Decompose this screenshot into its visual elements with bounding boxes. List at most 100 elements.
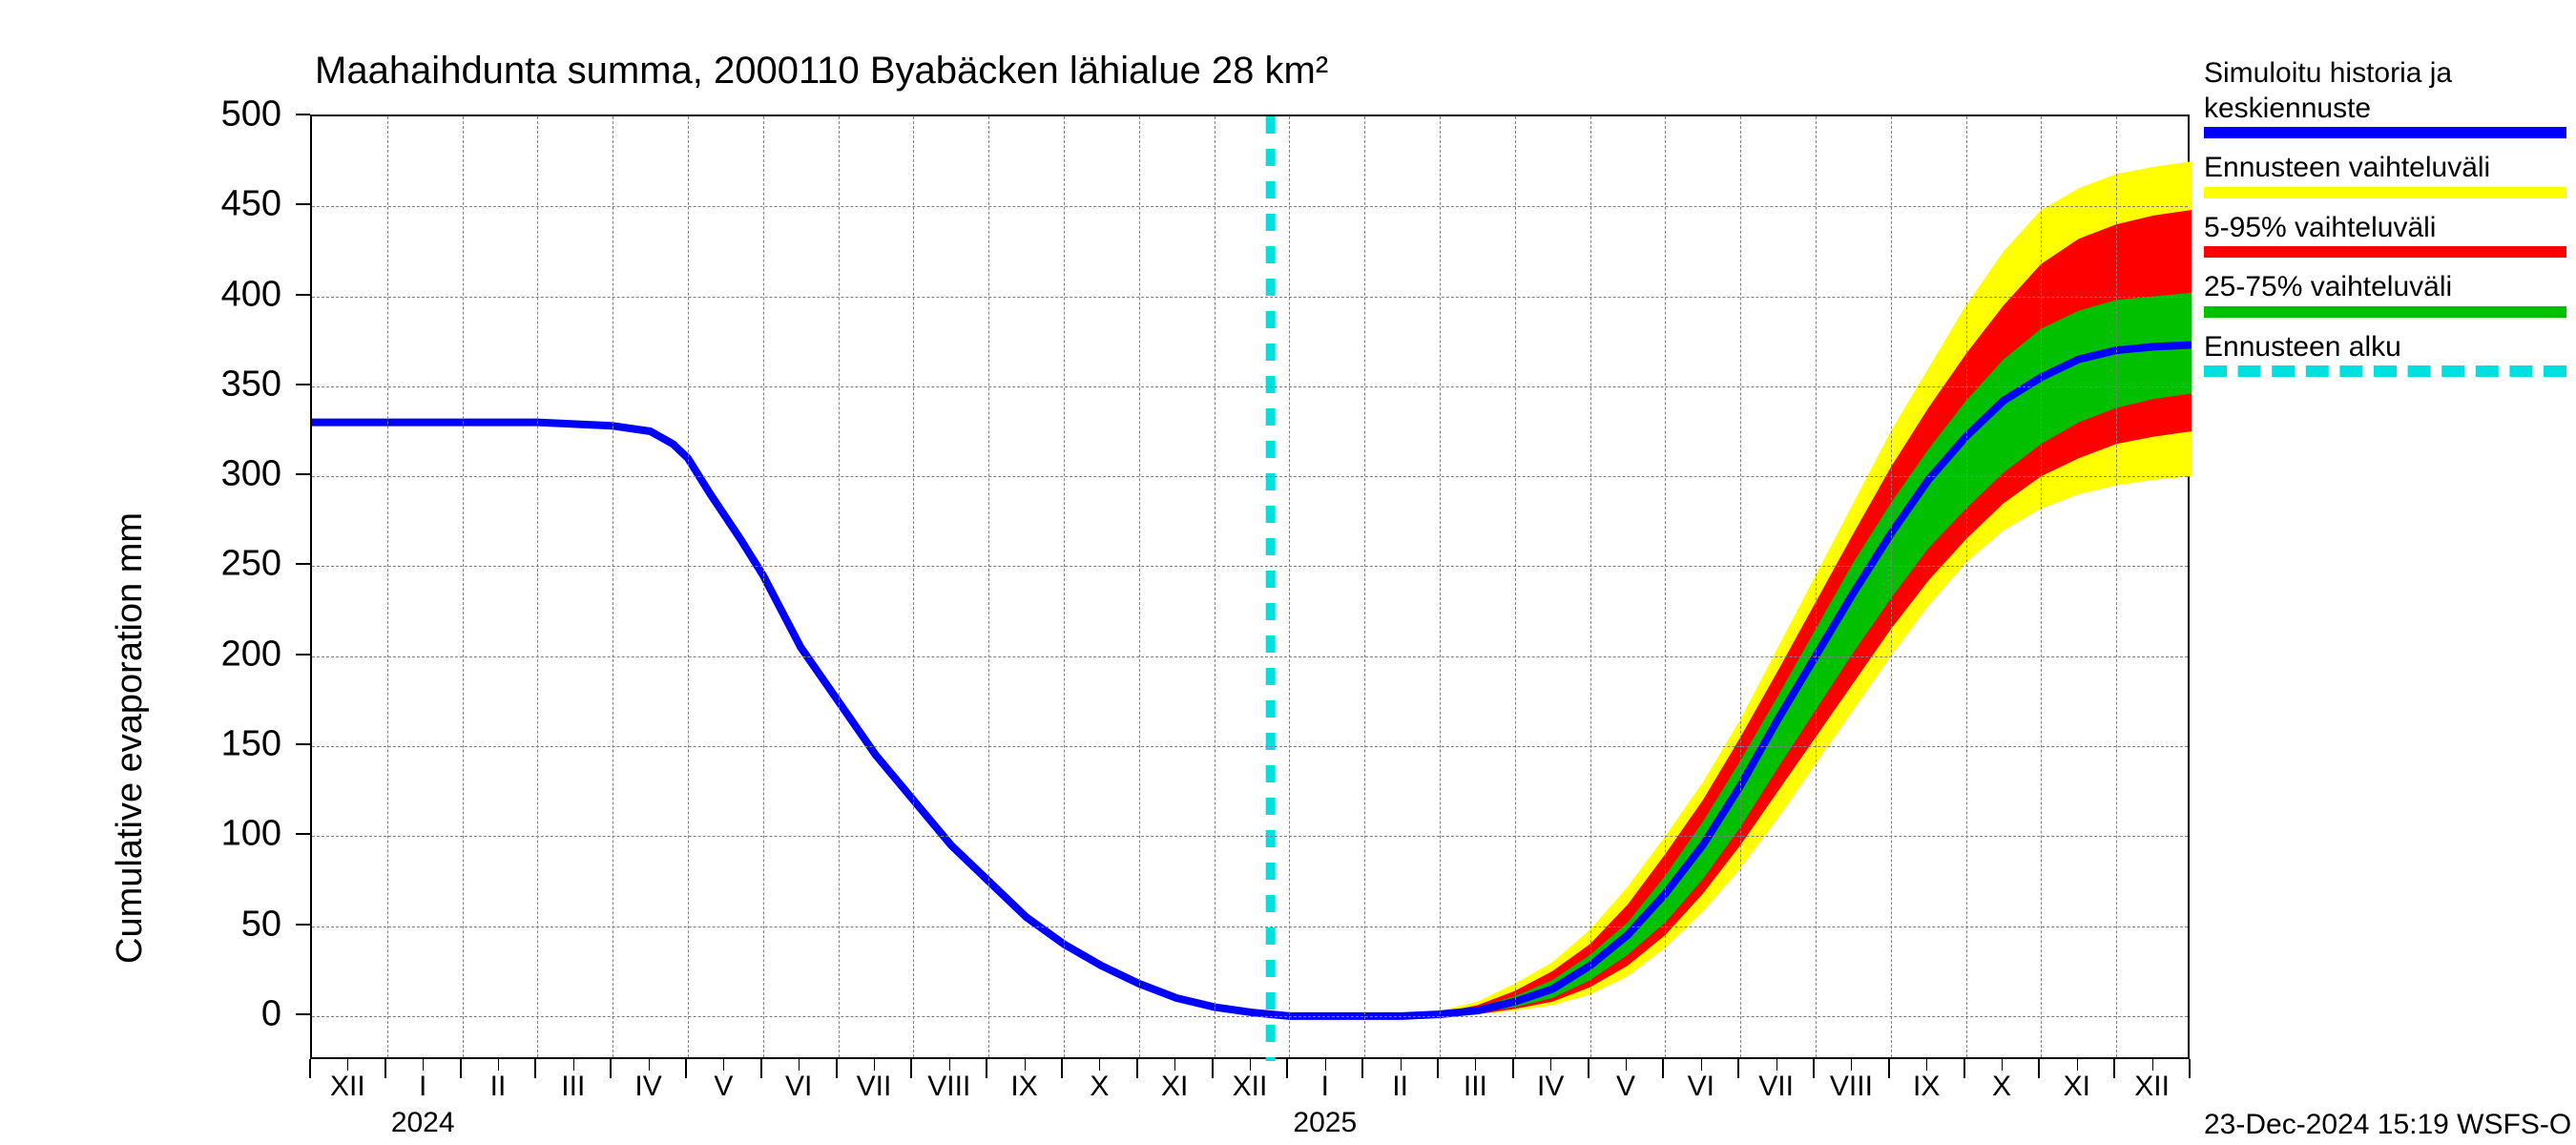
grid-h <box>312 746 2188 748</box>
xtick-label: VIII <box>1830 1071 1873 1103</box>
xtick-mark <box>1963 1059 1965 1078</box>
grid-v <box>1891 116 1893 1057</box>
xtick-mark <box>610 1059 612 1078</box>
xtick-mark <box>1361 1059 1363 1078</box>
xtick-label: X <box>1992 1071 2011 1103</box>
xtick-minor <box>949 1059 950 1071</box>
xtick-mark <box>2189 1059 2191 1078</box>
xtick-label: VI <box>1688 1071 1714 1103</box>
grid-v <box>2116 116 2118 1057</box>
ytick-mark <box>296 833 310 835</box>
legend-label: 5-95% vaihteluväli <box>2204 212 2566 245</box>
xtick-label: II <box>1392 1071 1408 1103</box>
xtick-label: IV <box>634 1071 661 1103</box>
xtick-minor <box>1401 1059 1402 1071</box>
grid-h <box>312 386 2188 388</box>
xtick-minor <box>423 1059 424 1071</box>
ytick-mark <box>296 473 310 475</box>
grid-h <box>312 206 2188 208</box>
ytick-label: 150 <box>0 724 281 765</box>
grid-v <box>763 116 765 1057</box>
xtick-label: XII <box>330 1071 365 1103</box>
grid-v <box>688 116 690 1057</box>
legend: Simuloitu historia jakeskiennuste Ennuste… <box>2204 57 2566 390</box>
grid-h <box>312 297 2188 299</box>
footer-text: 23-Dec-2024 15:19 WSFS-O <box>2204 1109 2571 1141</box>
ytick-label: 200 <box>0 634 281 675</box>
xtick-label: III <box>1464 1071 1487 1103</box>
grid-v <box>1665 116 1667 1057</box>
chart-title: Maahaihdunta summa, 2000110 Byabäcken lä… <box>315 50 1328 93</box>
grid-v <box>1440 116 1442 1057</box>
xtick-minor <box>1099 1059 1100 1071</box>
ytick-mark <box>296 924 310 926</box>
ytick-label: 100 <box>0 814 281 855</box>
grid-h <box>312 926 2188 928</box>
xtick-minor <box>1025 1059 1026 1071</box>
year-label: 2025 <box>1293 1107 1357 1139</box>
xtick-mark <box>384 1059 386 1078</box>
grid-v <box>1590 116 1592 1057</box>
xtick-minor <box>1851 1059 1852 1071</box>
ytick-mark <box>296 114 310 115</box>
xtick-mark <box>1437 1059 1439 1078</box>
xtick-label: III <box>561 1071 585 1103</box>
grid-v <box>1064 116 1066 1057</box>
legend-item: 25-75% vaihteluväli <box>2204 271 2566 318</box>
ytick-mark <box>296 654 310 656</box>
ytick-mark <box>296 294 310 296</box>
grid-h <box>312 476 2188 478</box>
ytick-label: 0 <box>0 993 281 1034</box>
xtick-minor <box>1475 1059 1476 1071</box>
xtick-label: IV <box>1537 1071 1564 1103</box>
legend-swatch <box>2204 246 2566 258</box>
xtick-mark <box>1588 1059 1589 1078</box>
ytick-mark <box>296 384 310 385</box>
legend-item: Ennusteen alku <box>2204 331 2566 378</box>
xtick-minor <box>1926 1059 1927 1071</box>
plot-area <box>310 114 2190 1059</box>
xtick-mark <box>760 1059 762 1078</box>
ytick-mark <box>296 203 310 205</box>
grid-v <box>2041 116 2043 1057</box>
xtick-minor <box>1776 1059 1777 1071</box>
xtick-mark <box>1512 1059 1514 1078</box>
legend-label: 25-75% vaihteluväli <box>2204 271 2566 304</box>
grid-v <box>839 116 841 1057</box>
grid-v <box>1139 116 1141 1057</box>
xtick-label: IX <box>1010 1071 1037 1103</box>
ytick-label: 450 <box>0 184 281 225</box>
xtick-label: V <box>1616 1071 1635 1103</box>
plot-svg <box>312 116 2192 1061</box>
ytick-mark <box>296 1013 310 1015</box>
legend-item: 5-95% vaihteluväli <box>2204 212 2566 259</box>
ytick-label: 400 <box>0 274 281 315</box>
xtick-minor <box>1701 1059 1702 1071</box>
grid-v <box>1816 116 1818 1057</box>
xtick-label: VI <box>785 1071 812 1103</box>
xtick-minor <box>723 1059 724 1071</box>
xtick-label: IX <box>1913 1071 1940 1103</box>
xtick-mark <box>309 1059 311 1078</box>
xtick-minor <box>1550 1059 1551 1071</box>
legend-item: Ennusteen vaihteluväli <box>2204 152 2566 198</box>
xtick-label: XI <box>2064 1071 2090 1103</box>
grid-v <box>1515 116 1517 1057</box>
xtick-minor <box>498 1059 499 1071</box>
xtick-mark <box>1813 1059 1815 1078</box>
grid-h <box>312 836 2188 838</box>
xtick-label: VII <box>1758 1071 1794 1103</box>
xtick-mark <box>1662 1059 1664 1078</box>
grid-v <box>537 116 539 1057</box>
xtick-mark <box>1737 1059 1739 1078</box>
xtick-label: I <box>419 1071 426 1103</box>
grid-v <box>1364 116 1366 1057</box>
xtick-minor <box>2077 1059 2078 1071</box>
ytick-mark <box>296 563 310 565</box>
xtick-label: XII <box>1233 1071 1268 1103</box>
grid-v <box>1289 116 1291 1057</box>
xtick-minor <box>573 1059 574 1071</box>
xtick-mark <box>986 1059 987 1078</box>
legend-swatch <box>2204 306 2566 318</box>
legend-item: Simuloitu historia jakeskiennuste <box>2204 57 2566 138</box>
